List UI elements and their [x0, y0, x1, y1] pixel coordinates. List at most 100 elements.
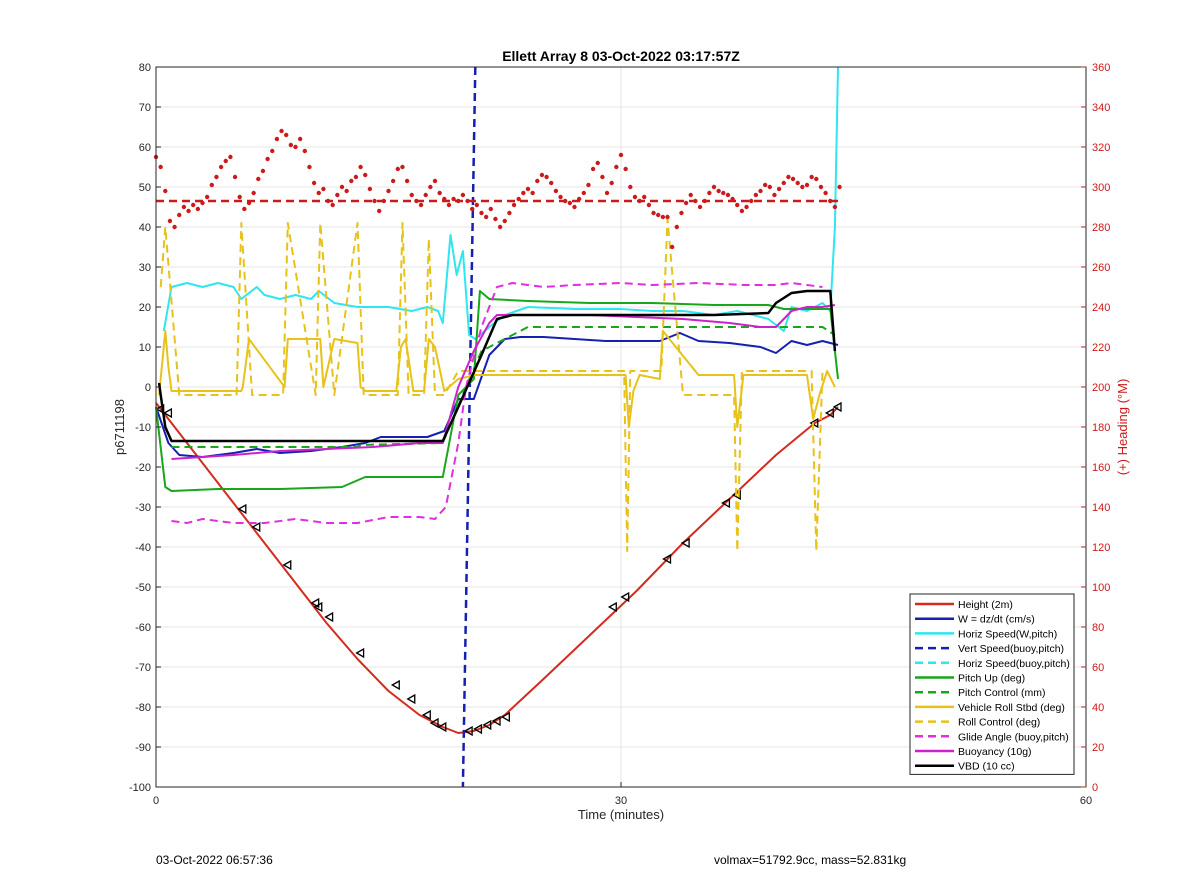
heading-point: [558, 194, 563, 200]
y2-tick-label: 100: [1092, 582, 1110, 594]
heading-point: [600, 174, 605, 180]
heading-point: [251, 190, 256, 196]
depth-marker: [463, 725, 473, 737]
heading-point: [795, 180, 800, 186]
y-tick-label: 60: [139, 142, 151, 154]
y2-tick-label: 40: [1092, 702, 1104, 714]
heading-point: [618, 152, 624, 158]
heading-point: [274, 136, 280, 142]
legend-box: [909, 593, 1075, 775]
heading-point: [488, 206, 493, 212]
y-tick-label: -80: [135, 702, 151, 714]
series-line-vert-speed-buoy-pitch: [461, 66, 477, 788]
heading-point: [479, 210, 484, 216]
depth-marker: [324, 611, 334, 623]
legend-label: Glide Angle (buoy,pitch): [958, 731, 1069, 743]
heading-point: [530, 190, 535, 196]
heading-point: [256, 176, 261, 182]
heading-point: [772, 192, 777, 198]
heading-point: [628, 184, 633, 190]
heading-point: [209, 182, 214, 188]
heading-point: [163, 188, 168, 194]
heading-point: [344, 188, 349, 194]
heading-point: [753, 192, 759, 198]
heading-point: [790, 176, 796, 182]
heading-point: [260, 168, 266, 174]
heading-point: [535, 178, 540, 184]
heading-point: [181, 204, 187, 210]
legend-label: Vehicle Roll Stbd (deg): [958, 702, 1065, 714]
x-axis-label: Time (minutes): [578, 807, 664, 822]
heading-point: [525, 186, 531, 192]
heading-point: [758, 188, 763, 194]
heading-point: [377, 208, 382, 214]
heading-point: [297, 136, 303, 142]
heading-point: [814, 176, 819, 182]
heading-point: [549, 180, 554, 186]
heading-point: [367, 186, 373, 192]
heading-point: [237, 194, 242, 200]
heading-point: [349, 178, 354, 184]
y-tick-label: -10: [135, 422, 151, 434]
depth-marker: [473, 723, 483, 735]
heading-point: [707, 190, 712, 196]
heading-point: [646, 202, 652, 208]
y2-tick-label: 340: [1092, 102, 1110, 114]
y2-tick-label: 140: [1092, 502, 1110, 514]
legend-label: VBD (10 cc): [958, 761, 1015, 773]
y2-tick-label: 200: [1092, 382, 1110, 394]
series-line-vehicle-roll-stbd-deg: [158, 330, 836, 428]
x-tick-label: 0: [153, 795, 159, 807]
y-tick-label: -60: [135, 622, 151, 634]
heading-point: [228, 154, 233, 160]
heading-point: [781, 180, 786, 186]
depth-marker: [662, 553, 672, 565]
depth-marker: [429, 717, 439, 729]
heading-point: [832, 204, 838, 210]
heading-point: [804, 182, 810, 188]
heading-point: [279, 128, 284, 134]
heading-point: [809, 174, 814, 180]
heading-point: [516, 196, 521, 202]
y2-tick-label: 80: [1092, 622, 1104, 634]
heading-point: [404, 178, 410, 184]
heading-point: [474, 202, 480, 208]
heading-point: [502, 218, 507, 224]
heading-point: [218, 164, 224, 170]
heading-point: [242, 206, 247, 212]
heading-point: [307, 164, 312, 170]
heading-point: [642, 194, 647, 200]
y2-tick-label: 240: [1092, 302, 1110, 314]
y2-tick-label: 360: [1092, 62, 1110, 74]
heading-point: [158, 164, 163, 170]
heading-point: [711, 184, 717, 190]
heading-point: [623, 166, 628, 172]
heading-point: [688, 192, 693, 198]
heading-point: [544, 174, 549, 180]
depth-marker: [824, 407, 834, 419]
y2-tick-label: 160: [1092, 462, 1110, 474]
depth-marker: [390, 679, 400, 691]
series-line-vbd-10-cc: [157, 289, 837, 443]
depth-marker: [251, 521, 261, 533]
heading-point: [386, 188, 391, 194]
heading-point: [679, 210, 684, 216]
heading-point: [451, 196, 456, 202]
heading-point: [735, 202, 740, 208]
heading-point: [311, 180, 317, 186]
heading-point: [437, 190, 442, 196]
heading-point: [493, 216, 498, 222]
heading-point: [749, 198, 754, 204]
heading-point: [665, 214, 670, 220]
heading-point: [776, 186, 782, 192]
y2-tick-label: 260: [1092, 262, 1110, 274]
legend-label: Horiz Speed(W,pitch): [958, 628, 1057, 640]
y-tick-label: 80: [139, 62, 151, 74]
depth-marker: [282, 559, 292, 571]
heading-point: [390, 178, 396, 184]
y2-tick-label: 180: [1092, 422, 1110, 434]
heading-point: [567, 200, 573, 206]
y2-tick-label: 0: [1092, 782, 1098, 794]
depth-marker: [832, 401, 842, 413]
series-line-roll-control-deg: [159, 218, 824, 552]
